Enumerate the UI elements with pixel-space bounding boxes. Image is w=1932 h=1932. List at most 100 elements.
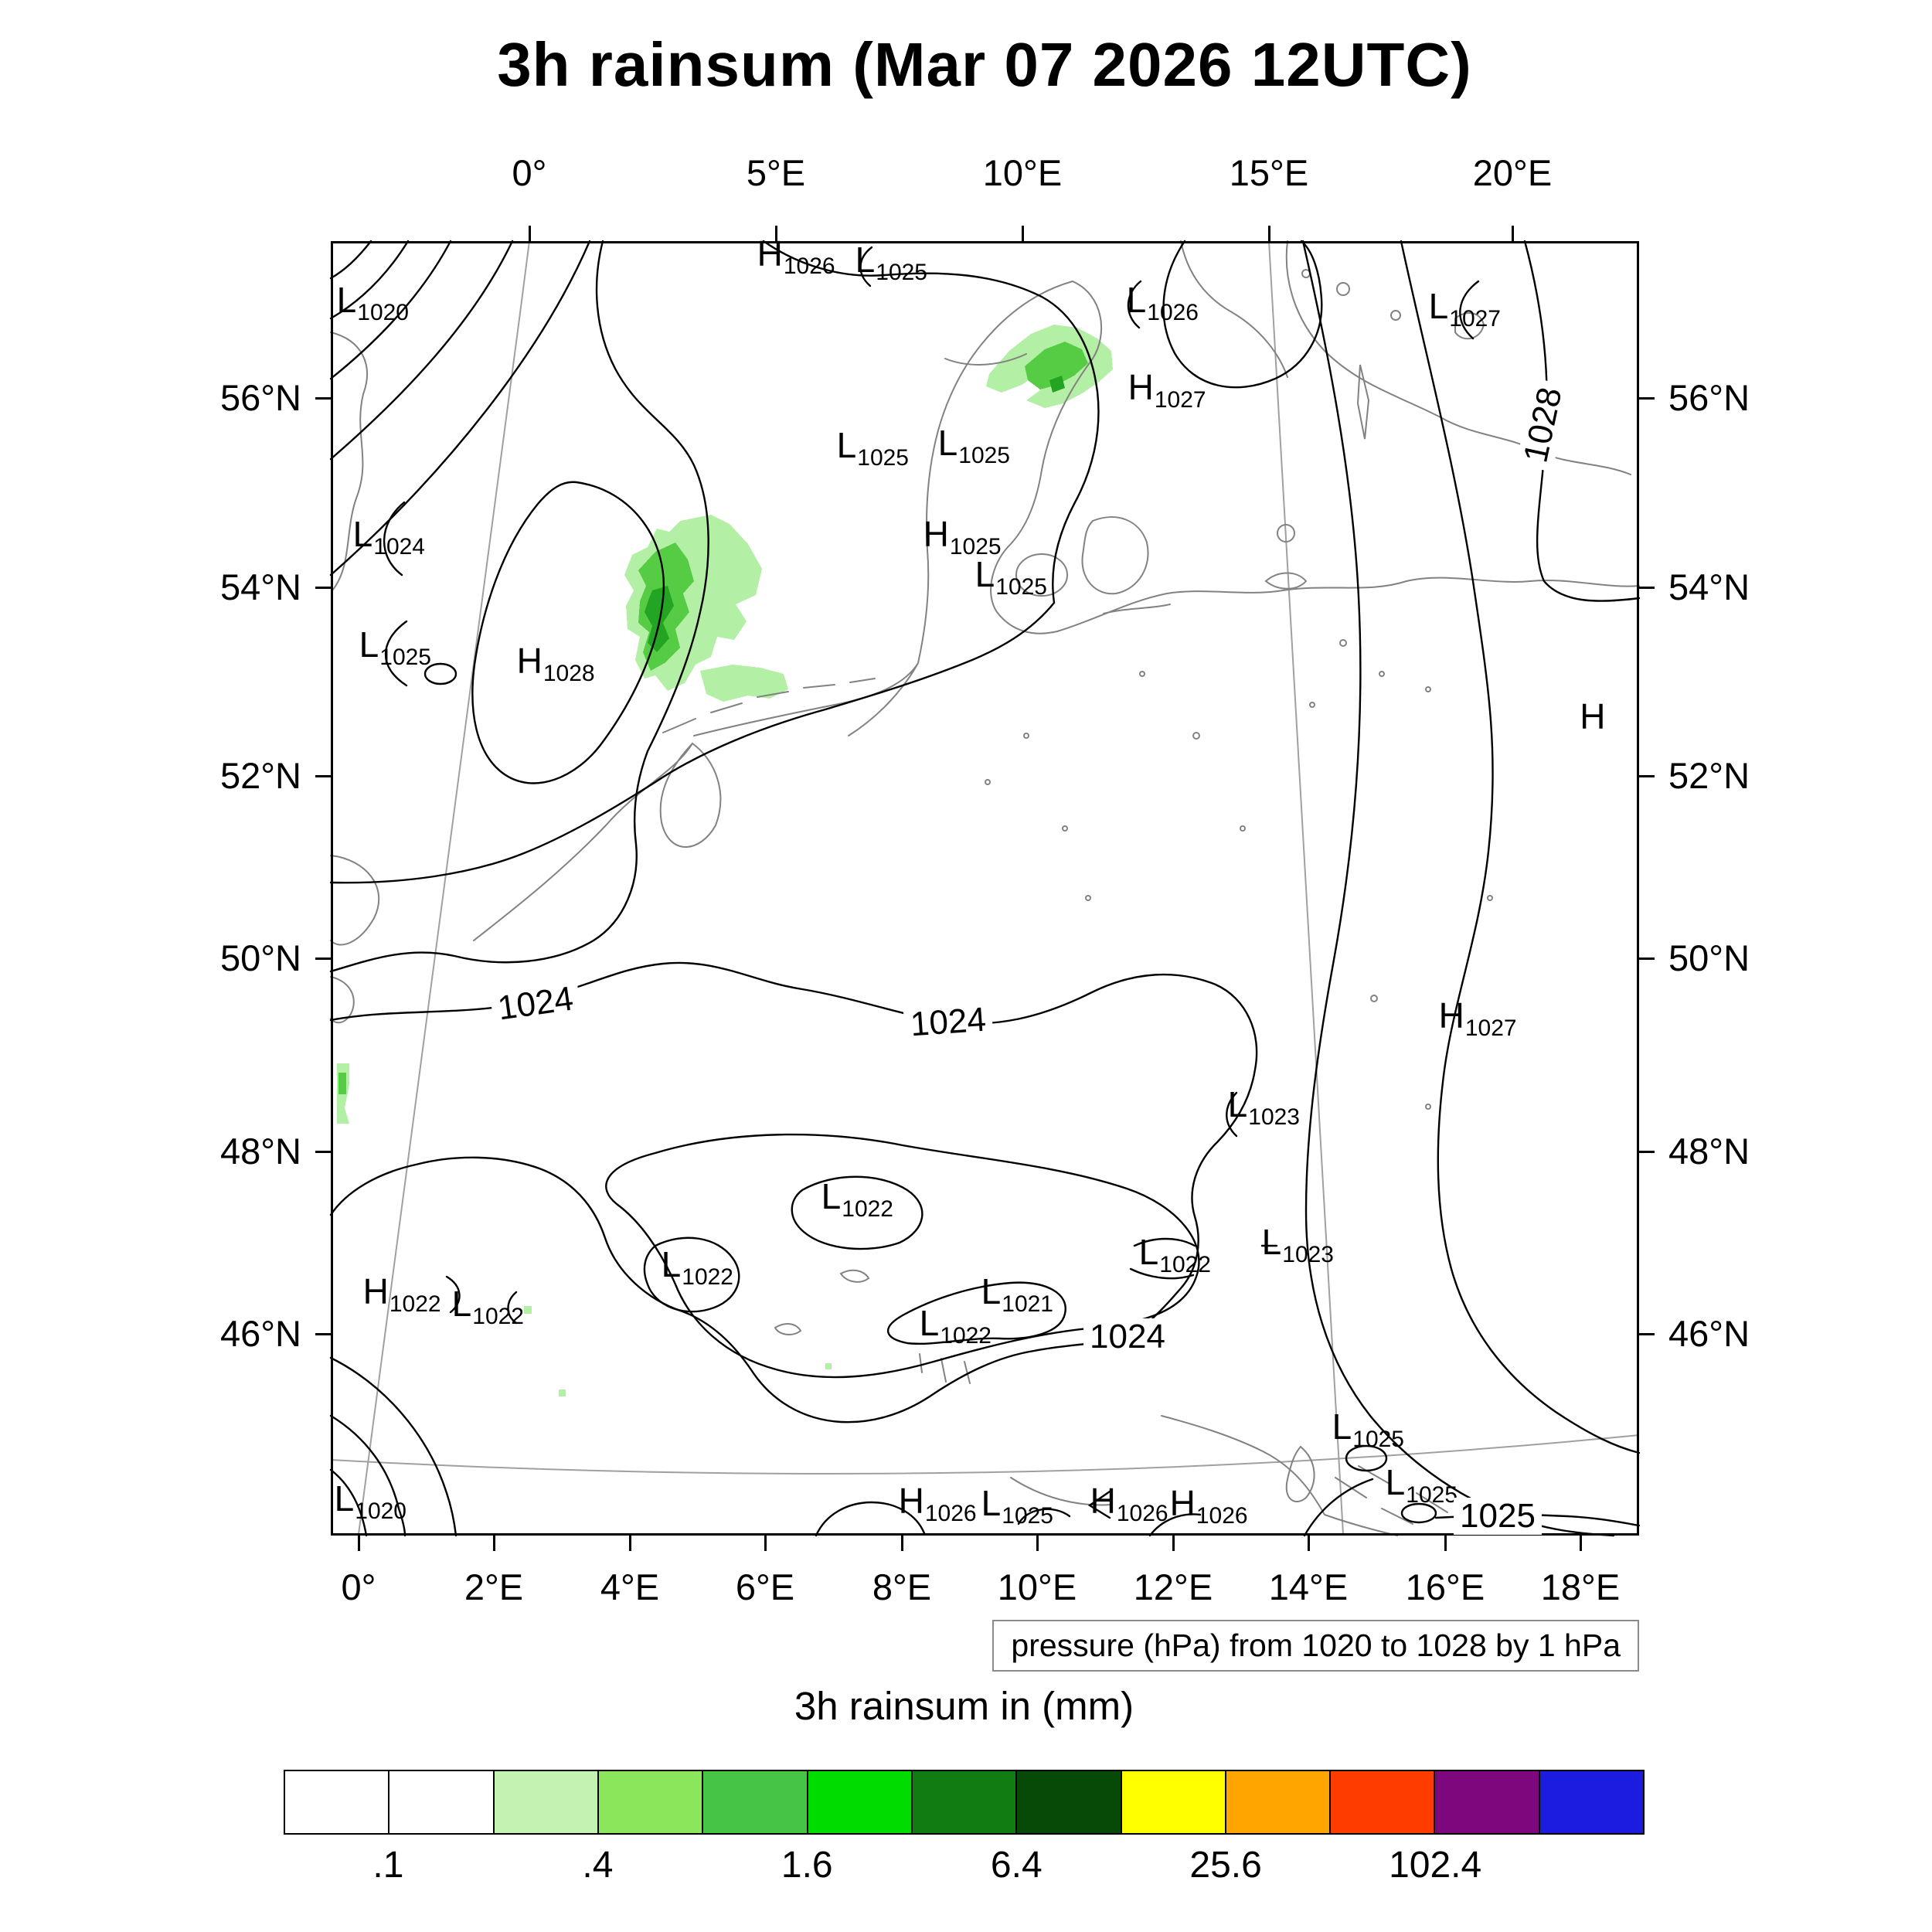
colorbar-cell xyxy=(389,1771,495,1833)
pressure-marker-value: 1023 xyxy=(1248,1104,1301,1130)
axis-tick-bottom xyxy=(900,1536,903,1551)
axis-tick-label-top: 5°E xyxy=(746,152,806,193)
pressure-marker: L1024 xyxy=(352,513,425,560)
pressure-marker-value: 1026 xyxy=(1196,1502,1248,1529)
pressure-marker-value: 1025 xyxy=(857,444,910,471)
pressure-marker-value: 1022 xyxy=(842,1196,894,1222)
coast-sweden xyxy=(1180,240,1631,475)
axis-tick-label-bottom: 10°E xyxy=(997,1566,1077,1607)
axis-tick-bottom xyxy=(1579,1536,1582,1551)
pressure-marker: L1027 xyxy=(1429,288,1501,332)
pressure-marker-letter: L xyxy=(1385,1461,1406,1502)
rain-layer xyxy=(337,325,1113,1396)
pressure-marker-letter: H xyxy=(362,1270,389,1311)
pressure-marker-letter: L xyxy=(336,279,357,320)
pressure-marker-value: 1026 xyxy=(783,253,835,279)
axis-tick-label-bottom: 6°E xyxy=(735,1566,795,1607)
pressure-marker-letter: H xyxy=(923,513,949,554)
axis-tick-left xyxy=(315,586,331,589)
pressure-marker-value: 1025 xyxy=(379,644,432,670)
colorbar-tick-label: .1 xyxy=(372,1845,404,1886)
axis-tick-bottom xyxy=(1444,1536,1447,1551)
axis-tick-top xyxy=(1267,226,1270,241)
axis-tick-right xyxy=(1639,1150,1655,1153)
axis-tick-label-bottom: 8°E xyxy=(872,1566,932,1607)
pressure-marker-letter: H xyxy=(1438,995,1464,1036)
coast-northsea xyxy=(473,280,1103,941)
pressure-marker-value: 1027 xyxy=(1154,386,1206,413)
axis-tick-top xyxy=(774,226,777,241)
colorbar-cell xyxy=(494,1771,599,1833)
pressure-marker: H1022 xyxy=(362,1270,441,1317)
legend-title: 3h rainsum in (mm) xyxy=(794,1684,1134,1728)
map-area: 0° 5°E 10°E 15°E 20°E 0° 2°E 4°E 6°E 8°E 10°E 12°E 1… xyxy=(220,152,1750,1607)
pressure-marker: H1027 xyxy=(1438,995,1517,1041)
pressure-marker: L1025 xyxy=(981,1482,1054,1529)
contour-layer xyxy=(329,240,1641,1537)
graticule-layer xyxy=(330,240,1640,1535)
pressure-marker-letter: L xyxy=(981,1270,1002,1311)
pressure-marker-letter: L xyxy=(919,1302,940,1343)
axis-tick-label-bottom: 4°E xyxy=(600,1566,660,1607)
axis-tick-label-bottom: 14°E xyxy=(1268,1566,1349,1607)
coast-island-bornholm xyxy=(1277,524,1295,543)
axis-tick-right xyxy=(1639,957,1655,960)
axis-tick-bottom xyxy=(492,1536,495,1551)
axis-tick-label-bottom: 12°E xyxy=(1133,1566,1213,1607)
colorbar-cell xyxy=(1226,1771,1332,1833)
pressure-marker-letter: H xyxy=(1128,366,1154,407)
axis-tick-label-bottom: 0° xyxy=(341,1566,376,1607)
pressure-marker: L1023 xyxy=(1228,1087,1301,1130)
pressure-marker: H1026 xyxy=(898,1480,977,1526)
pressure-marker-value: 1025 xyxy=(958,442,1011,468)
pressure-marker-letter: L xyxy=(359,624,379,665)
map-overlay: 0° 5°E 10°E 15°E 20°E 0° 2°E 4°E 6°E 8°E 10°E 12°E 1… xyxy=(220,152,1750,1607)
pressure-marker-value: 1025 xyxy=(1002,1502,1054,1529)
map-frame xyxy=(331,241,1639,1536)
pressure-marker-value: 1025 xyxy=(995,573,1048,600)
pressure-marker-letter: H xyxy=(757,233,783,274)
axis-tick-left xyxy=(315,957,331,960)
axis-tick-label-right: 46°N xyxy=(1668,1313,1750,1354)
axis-tick-label-left: 56°N xyxy=(219,377,301,418)
contour-label: 1024 xyxy=(1083,1318,1172,1355)
pressure-marker-letter: L xyxy=(352,513,373,554)
coast-baltic xyxy=(1056,572,1640,632)
pressure-marker: L1025 xyxy=(975,556,1048,600)
pressure-marker: L1023 xyxy=(1262,1224,1335,1267)
contour-label: 1025 xyxy=(1454,1498,1542,1535)
colorbar-cell xyxy=(1331,1771,1436,1833)
map-canvas xyxy=(329,240,1641,1537)
pressure-marker-value: 1025 xyxy=(949,533,1002,560)
axis-tick-label-right: 54°N xyxy=(1668,566,1750,607)
axis-tick-label-bottom: 18°E xyxy=(1540,1566,1621,1607)
pressure-marker-letter: L xyxy=(937,422,958,463)
pressure-marker-value: 1023 xyxy=(1282,1241,1335,1267)
colorbar-cell xyxy=(285,1771,390,1833)
pressure-marker-value: 1022 xyxy=(1159,1251,1212,1277)
pressure-marker-letter: H xyxy=(1580,696,1606,736)
pressure-marker: H1027 xyxy=(1128,366,1206,413)
pressure-marker: H1026 xyxy=(1090,1483,1168,1526)
axis-tick-label-left: 50°N xyxy=(219,937,301,978)
pressure-marker-value: 1022 xyxy=(472,1303,525,1329)
coast-britain xyxy=(330,332,380,1024)
pressure-marker-value: 1025 xyxy=(876,259,928,285)
axis-tick-top xyxy=(528,226,531,241)
pressure-marker: L1021 xyxy=(981,1270,1053,1317)
axis-tick-label-top: 10°E xyxy=(982,152,1063,193)
axis-tick-label-bottom: 2°E xyxy=(464,1566,524,1607)
pressure-marker-letter: L xyxy=(981,1482,1002,1523)
pressure-marker: L1020 xyxy=(336,279,409,325)
pressure-marker-value: 1026 xyxy=(1116,1500,1168,1526)
pressure-marker-letter: H xyxy=(516,640,543,681)
axis-tick-label-left: 46°N xyxy=(219,1313,301,1354)
colorbar-tick-label: 102.4 xyxy=(1389,1845,1482,1886)
colorbar-labels: .1 .4 1.6 6.4 25.6 102.4 xyxy=(284,1844,1645,1898)
pressure-marker-letter: H xyxy=(898,1480,924,1521)
pressure-marker: H xyxy=(1580,699,1606,740)
pressure-caption: pressure (hPa) from 1020 to 1028 by 1 hP… xyxy=(992,1620,1639,1672)
chart-title: 3h rainsum (Mar 07 2026 12UTC) xyxy=(497,30,1472,99)
pressure-marker: L1025 xyxy=(855,242,928,285)
colorbar-cell xyxy=(1017,1771,1122,1833)
